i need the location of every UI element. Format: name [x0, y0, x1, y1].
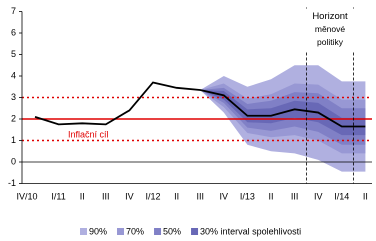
y-tick-label: -1 [8, 178, 16, 188]
x-tick-label: IV [314, 191, 323, 201]
y-tick-label: 0 [11, 156, 16, 166]
x-tick-label: I/14 [334, 191, 349, 201]
horizon-label: měnové [315, 24, 346, 34]
y-tick-label: 4 [11, 70, 16, 80]
legend-label: 70% [126, 226, 144, 236]
x-tick-label: III [196, 191, 204, 201]
x-tick-label: II [174, 191, 179, 201]
horizon-label: Horizont [312, 11, 348, 22]
y-tick-label: 5 [11, 49, 16, 59]
horizon-label: politiky [317, 37, 344, 47]
x-tick-label: I/13 [240, 191, 255, 201]
target-label: Inflační cíl [68, 129, 109, 139]
y-tick-label: 7 [11, 6, 16, 16]
y-tick-label: 1 [11, 135, 16, 145]
legend-swatch [80, 228, 87, 235]
x-tick-label: II [268, 191, 273, 201]
x-tick-label: IV [125, 191, 134, 201]
x-tick-label: I/11 [51, 191, 65, 201]
x-tick-label: I/12 [145, 191, 160, 201]
inflation-line [34, 81, 366, 128]
legend-swatch [191, 228, 199, 235]
x-tick-label: IV/10 [16, 191, 37, 201]
horizon-box [306, 8, 354, 51]
y-tick-label: 2 [11, 113, 16, 123]
x-tick-label: II [80, 191, 85, 201]
x-tick-label: III [291, 191, 299, 201]
legend-label: 50% [163, 226, 181, 236]
legend-swatch [117, 228, 125, 235]
legend-label: 30% interval spolehlivosti [200, 226, 301, 236]
y-tick-label: 6 [11, 27, 16, 37]
legend-label: 90% [89, 226, 107, 236]
legend-swatch [154, 228, 162, 235]
x-tick-label: III [102, 191, 110, 201]
y-tick-label: 3 [11, 92, 16, 102]
x-tick-label: II [363, 191, 368, 201]
x-tick-label: IV [220, 191, 229, 201]
